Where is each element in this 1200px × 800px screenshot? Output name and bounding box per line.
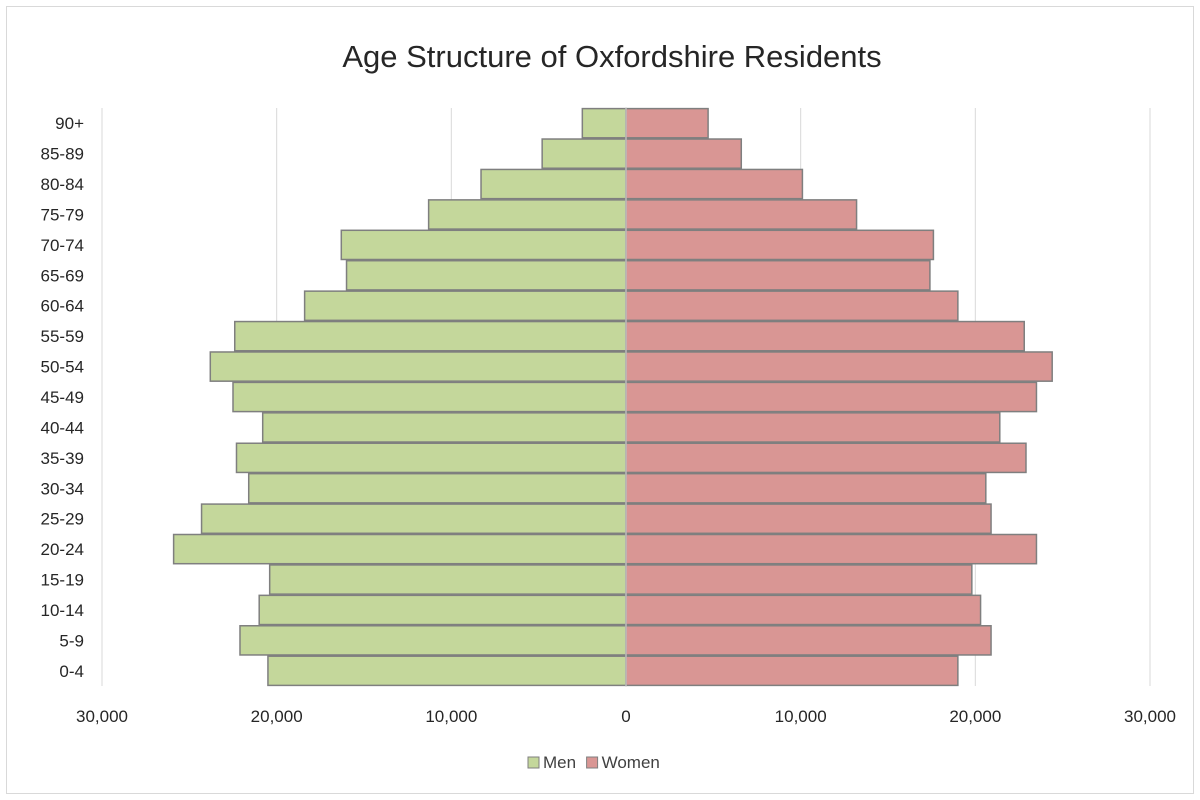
men-bar-15-19: [268, 564, 627, 595]
legend-swatch-women: [586, 756, 599, 769]
women-bar-5-9: [625, 625, 992, 656]
women-bar-55-59: [625, 320, 1025, 352]
women-bar-0-4: [625, 655, 959, 687]
legend: Men Women: [527, 753, 660, 772]
x-tick-label: 0: [621, 707, 630, 726]
y-tick-label: 75-79: [41, 205, 84, 224]
men-bar-55-59: [233, 320, 627, 352]
men-bar-0-4: [267, 655, 627, 687]
y-tick-label: 40-44: [41, 418, 84, 437]
women-bar-85-89: [625, 138, 743, 169]
legend-swatch-men: [527, 756, 540, 769]
y-tick-label: 25-29: [41, 510, 84, 529]
men-bar-35-39: [235, 442, 627, 474]
y-tick-label: 10-14: [41, 601, 84, 620]
women-bar-20-24: [625, 533, 1038, 565]
women-bar-90+: [625, 107, 709, 139]
y-tick-label: 55-59: [41, 327, 84, 346]
chart-title: Age Structure of Oxfordshire Residents: [342, 39, 881, 74]
men-bar-40-44: [261, 412, 627, 443]
y-tick-label: 60-64: [41, 297, 84, 316]
women-bar-70-74: [625, 229, 935, 261]
y-tick-label: 50-54: [41, 358, 84, 377]
men-bars: [172, 107, 627, 687]
men-bar-90+: [581, 107, 627, 139]
men-bar-5-9: [239, 625, 627, 656]
women-bar-40-44: [625, 412, 1001, 443]
x-tick-label: 30,000: [1124, 707, 1176, 726]
women-bars: [625, 107, 1053, 687]
women-bar-25-29: [625, 503, 992, 535]
x-tick-label: 30,000: [76, 707, 128, 726]
men-bar-30-34: [247, 472, 627, 504]
men-bar-45-49: [232, 381, 627, 413]
women-bar-75-79: [625, 199, 858, 230]
legend-label-men: Men: [543, 753, 576, 772]
men-bar-80-84: [480, 168, 627, 200]
y-tick-label: 80-84: [41, 175, 84, 194]
men-bar-60-64: [303, 290, 627, 322]
y-axis-tick-labels: 0-4 5-9 10-14 15-19 20-24 25-29 30-34 35-39 40-4…: [41, 114, 85, 681]
women-bar-80-84: [625, 168, 804, 200]
x-tick-label: 20,000: [949, 707, 1001, 726]
women-bar-65-69: [625, 259, 931, 291]
men-bar-70-74: [340, 229, 627, 261]
x-tick-label: 10,000: [425, 707, 477, 726]
y-tick-label: 70-74: [41, 236, 84, 255]
women-bar-15-19: [625, 564, 973, 595]
y-tick-label: 90+: [55, 114, 84, 133]
women-bar-10-14: [625, 594, 982, 626]
y-tick-label: 45-49: [41, 388, 84, 407]
men-bar-25-29: [200, 503, 627, 535]
y-tick-label: 20-24: [41, 540, 84, 559]
men-bar-65-69: [345, 259, 627, 291]
x-axis-tick-labels: 30,000 20,000 10,000 0 10,000 20,000 30,000: [76, 707, 1176, 726]
x-tick-label: 10,000: [775, 707, 827, 726]
women-bar-60-64: [625, 290, 959, 322]
women-bar-35-39: [625, 442, 1027, 474]
women-bar-30-34: [625, 472, 987, 504]
x-tick-label: 20,000: [251, 707, 303, 726]
men-bar-85-89: [541, 138, 627, 169]
men-bar-50-54: [209, 351, 627, 382]
legend-label-women: Women: [602, 753, 660, 772]
y-tick-label: 30-34: [41, 479, 84, 498]
y-tick-label: 85-89: [41, 145, 84, 164]
y-tick-label: 15-19: [41, 571, 84, 590]
women-bar-45-49: [625, 381, 1038, 413]
y-tick-label: 35-39: [41, 449, 84, 468]
men-bar-10-14: [258, 594, 627, 626]
men-bar-75-79: [427, 199, 627, 230]
men-bar-20-24: [172, 533, 627, 565]
y-tick-label: 0-4: [59, 662, 84, 681]
y-tick-label: 65-69: [41, 266, 84, 285]
y-tick-label: 5-9: [59, 631, 84, 650]
women-bar-50-54: [625, 351, 1053, 382]
